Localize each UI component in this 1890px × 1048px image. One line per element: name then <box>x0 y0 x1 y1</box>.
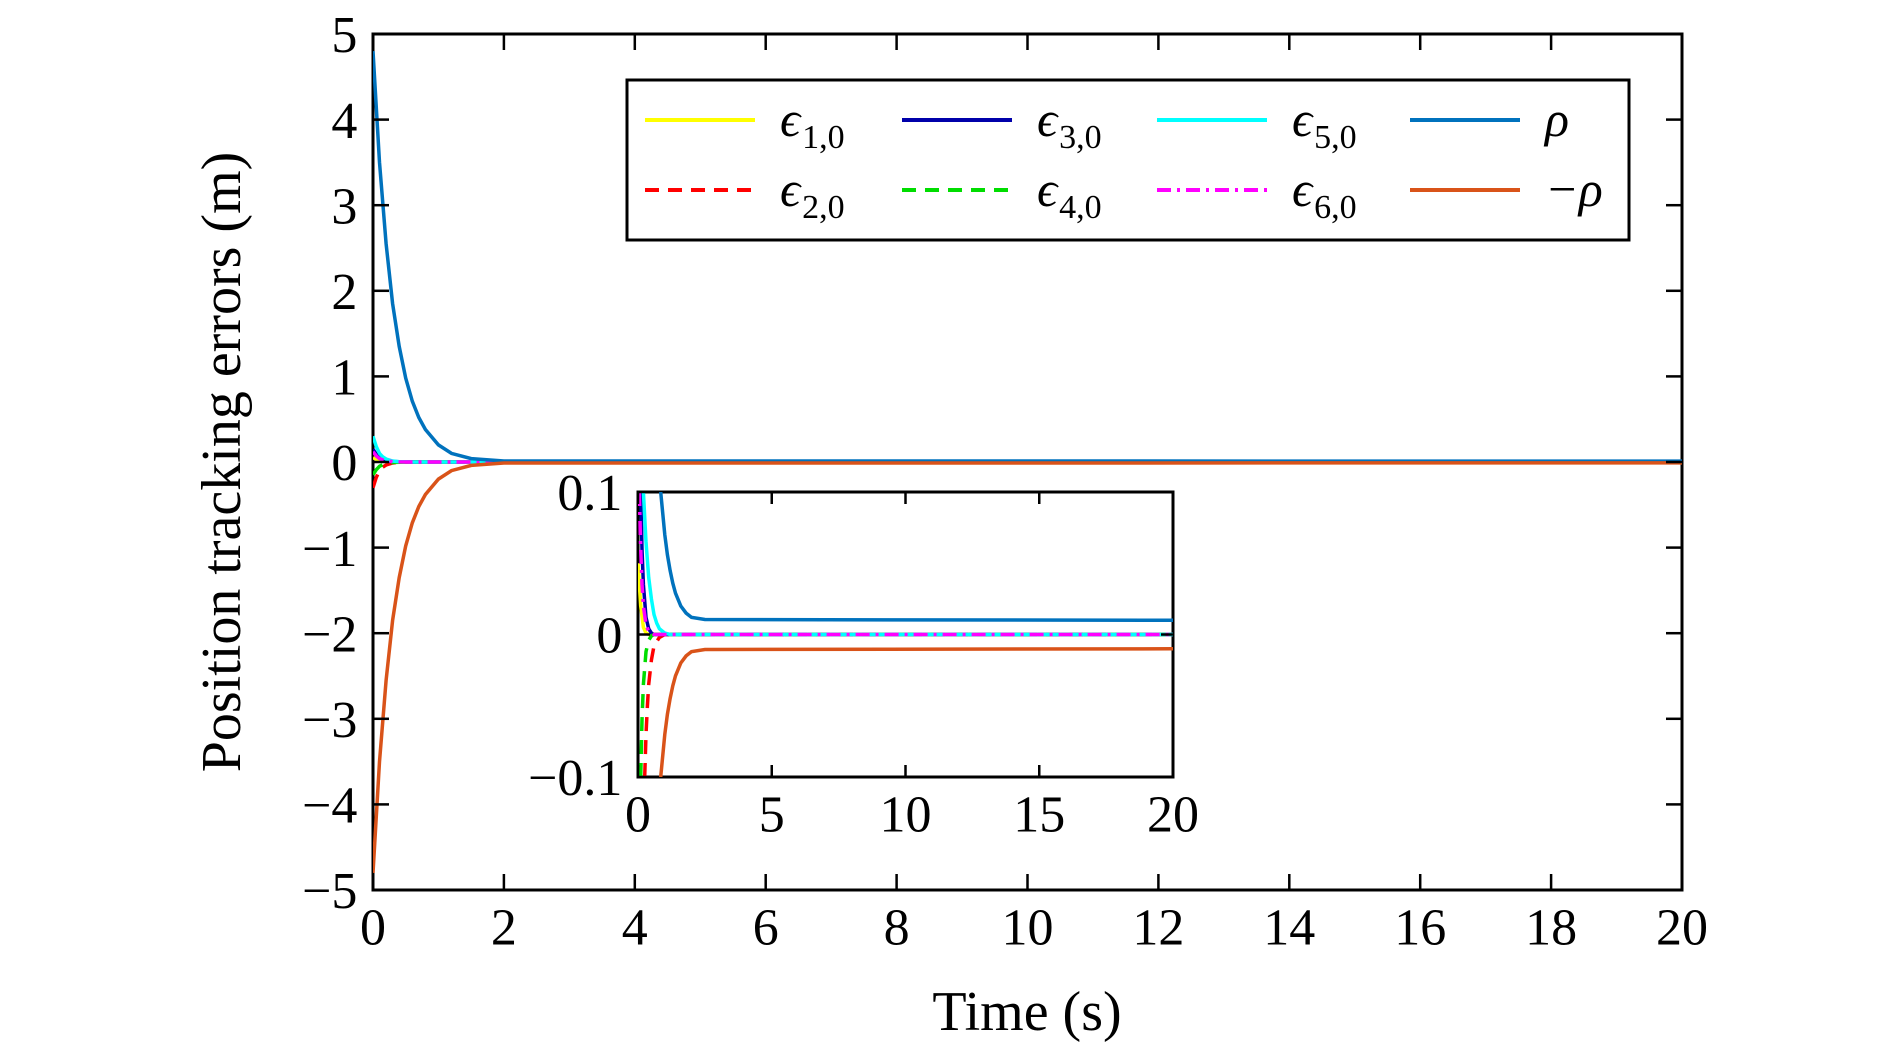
inset-axis-ticks <box>636 490 1175 779</box>
inset-y-tick-label: −0.1 <box>528 750 622 807</box>
legend-entry-label: ϵ2,0 <box>780 161 845 226</box>
main-y-tick-label: −2 <box>302 606 357 663</box>
main-y-tick-label: −1 <box>302 521 357 578</box>
x-axis-label: Time (s) <box>932 981 1121 1043</box>
inset-series-line-8 <box>658 647 1173 777</box>
inset-y-tick-labels: 0.1 0 −0.1 <box>528 465 622 807</box>
legend-entry-label: ϵ3,0 <box>1037 91 1102 156</box>
legend-entry-label: ρ <box>1543 91 1569 147</box>
inset-x-tick-label: 5 <box>759 787 785 844</box>
legend-entry-label: ϵ6,0 <box>1292 161 1357 226</box>
legend-entry-subscript: 6,0 <box>1314 189 1357 226</box>
legend: ϵ1,0ϵ2,0ϵ3,0ϵ4,0ϵ5,0ϵ6,0ρ−ρ <box>625 78 1631 242</box>
main-y-tick-label: −3 <box>302 692 357 749</box>
main-y-tick-label: −5 <box>302 863 357 920</box>
legend-entry-symbol: ϵ <box>780 91 802 147</box>
main-y-tick-label: 4 <box>331 93 357 150</box>
inset-series-line-7 <box>658 492 1173 623</box>
y-axis-label: Position tracking errors (m) <box>191 152 253 773</box>
legend-entry-subscript: 4,0 <box>1059 189 1102 226</box>
inset-x-tick-label: 20 <box>1147 787 1199 844</box>
inset-series-line-4 <box>638 632 1173 777</box>
main-x-tick-label: 14 <box>1263 900 1315 957</box>
main-x-tick-label: 2 <box>491 900 517 957</box>
legend-entry-symbol: −ρ <box>1545 161 1603 217</box>
main-axis-ticks <box>371 32 1684 892</box>
main-x-tick-label: 4 <box>622 900 648 957</box>
main-x-tick-label: 10 <box>1002 900 1054 957</box>
legend-entry-symbol: ϵ <box>1292 91 1314 147</box>
legend-entry-subscript: 1,0 <box>802 119 845 156</box>
main-series-line-2 <box>373 460 1682 489</box>
legend-entry-symbol: ϵ <box>1037 91 1059 147</box>
legend-entry-symbol: ρ <box>1543 91 1569 147</box>
main-y-tick-label: −4 <box>302 778 357 835</box>
main-y-tick-label: 1 <box>331 350 357 407</box>
inset-series-line-5 <box>641 492 1173 637</box>
legend-entry-label: −ρ <box>1545 161 1603 217</box>
legend-entry-label: ϵ5,0 <box>1292 91 1357 156</box>
inset-x-tick-label: 10 <box>880 787 932 844</box>
legend-entry-symbol: ϵ <box>1292 161 1314 217</box>
main-x-tick-label: 8 <box>884 900 910 957</box>
legend-box <box>625 78 1631 242</box>
inset-series-line-6 <box>638 492 1173 637</box>
inset-plot: 0.10−0.1 0 5 10 15 20 <box>528 465 1199 843</box>
legend-entry-symbol: ϵ <box>780 161 802 217</box>
inset-x-tick-label: 15 <box>1013 787 1065 844</box>
legend-entry-subscript: 5,0 <box>1314 119 1357 156</box>
main-series-line-6 <box>373 450 1682 464</box>
main-y-tick-label: 0 <box>331 435 357 492</box>
main-y-tick-label: 2 <box>331 264 357 321</box>
main-series-line-7 <box>373 50 1682 463</box>
main-x-tick-label: 0 <box>360 900 386 957</box>
inset-y-tick-label: 0 <box>596 608 622 665</box>
main-x-tick-label: 16 <box>1394 900 1446 957</box>
main-y-tick-label: 3 <box>331 178 357 235</box>
legend-items: ϵ1,0ϵ2,0ϵ3,0ϵ4,0ϵ5,0ϵ6,0ρ−ρ <box>645 91 1603 226</box>
main-series-line-5 <box>373 435 1682 464</box>
main-x-tick-labels: 0 2 4 6 8 10 12 14 16 18 20 <box>360 900 1708 957</box>
main-x-tick-label: 12 <box>1132 900 1184 957</box>
main-x-tick-label: 6 <box>753 900 779 957</box>
main-y-tick-label: 5 <box>331 7 357 64</box>
legend-entry-label: ϵ1,0 <box>780 91 845 156</box>
main-x-tick-label: 18 <box>1525 900 1577 957</box>
legend-entry-label: ϵ4,0 <box>1037 161 1102 226</box>
legend-entry-subscript: 3,0 <box>1059 119 1102 156</box>
inset-x-tick-labels: 0 5 10 15 20 <box>625 787 1199 844</box>
legend-entry-symbol: ϵ <box>1037 161 1059 217</box>
main-series-line-8 <box>373 461 1682 874</box>
inset-x-tick-label: 0 <box>625 787 651 844</box>
legend-entry-subscript: 2,0 <box>802 189 845 226</box>
inset-y-tick-label: 0.1 <box>557 465 622 522</box>
main-y-tick-labels: 5 4 3 2 1 0 −1 −2 −3 −4 −5 <box>302 7 357 920</box>
main-x-tick-label: 20 <box>1656 900 1708 957</box>
main-series-lines <box>373 50 1682 874</box>
